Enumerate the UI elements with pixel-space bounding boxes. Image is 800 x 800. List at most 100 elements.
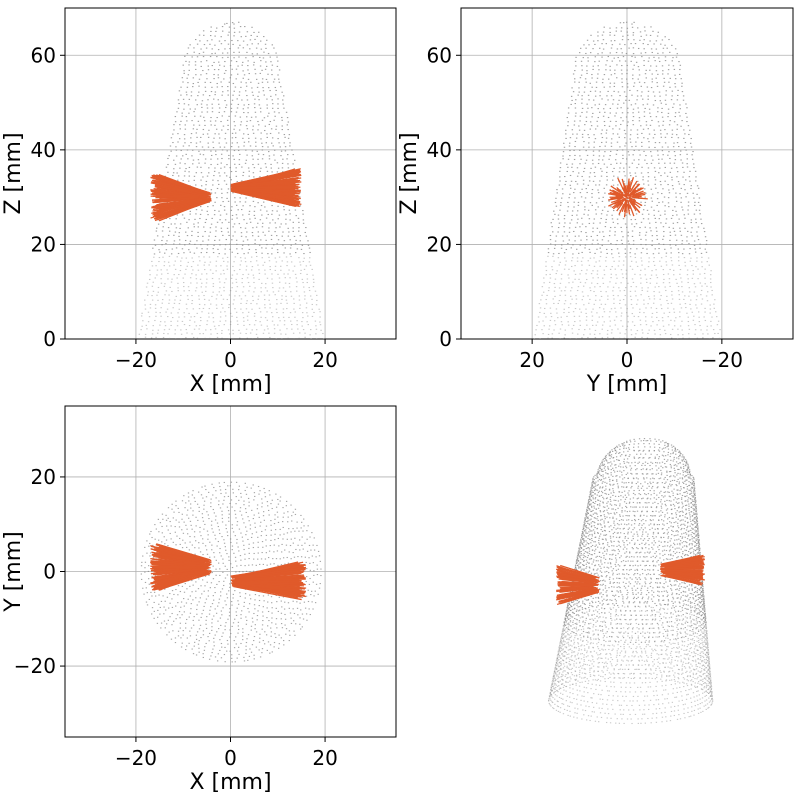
surface-point [218,133,220,135]
surface-point [210,189,213,191]
surface-point [179,223,182,225]
surface-point [689,142,692,144]
surface-point [301,613,304,615]
surface-point [569,193,571,195]
surface-point [215,128,218,130]
surface-point [677,260,680,262]
surface-point [684,295,686,297]
surface-point [637,188,639,190]
surface-point [263,519,265,521]
force-arrow [150,189,200,197]
surface-point [556,312,558,314]
surface-point [265,166,267,168]
surface-point [696,235,699,237]
surface-point [572,244,574,246]
surface-point [236,524,238,526]
surface-point [243,74,246,76]
x-tick-label: −20 [115,746,157,770]
surface-point [661,150,664,152]
surface-point [296,248,299,250]
surface-point [562,155,564,157]
surface-point [208,172,210,174]
surface-point [261,541,264,543]
surface-point [585,226,587,228]
surface-point [274,518,276,520]
surface-point [591,243,593,245]
surface-point [177,312,179,314]
surface-point [652,253,655,255]
surface-point [287,521,289,523]
surface-point [655,70,658,72]
surface-point [568,268,570,270]
surface-point [645,278,648,280]
surface-point [551,333,554,335]
surface-point [259,209,262,211]
surface-point [636,329,639,332]
surface-point [197,643,200,645]
surface-point [673,274,675,276]
surface-point [584,244,587,246]
surface-point [717,320,720,322]
surface-point [185,524,187,526]
surface-point [256,150,258,152]
surface-point [596,227,599,229]
surface-point [306,568,308,570]
surface-point [609,86,611,88]
surface-point [679,273,681,275]
surface-point [157,291,159,293]
surface-point [215,515,217,517]
surface-point [153,253,156,255]
surface-point [682,337,684,339]
surface-point [679,154,682,156]
surface-point [175,605,177,607]
surface-point [168,631,170,633]
surface-point [200,244,202,246]
surface-point [204,162,206,164]
surface-point [255,47,258,49]
surface-point [214,608,216,610]
surface-point [690,221,692,224]
surface-point [581,175,583,178]
surface-point [165,311,167,313]
surface-point [251,509,253,511]
surface-point [588,264,591,266]
surface-point [168,607,170,609]
surface-point [656,282,658,284]
surface-point [187,298,189,300]
surface-point [242,61,244,63]
surface-point [290,244,292,246]
surface-point [206,175,209,177]
surface-point [237,621,240,623]
surface-point [202,609,205,611]
surface-point [234,256,237,258]
surface-point [230,103,233,105]
surface-point [647,90,650,92]
surface-point [618,128,621,130]
surface-point [251,329,253,331]
surface-point [181,77,184,79]
surface-point [264,304,266,306]
surface-point [188,549,191,551]
surface-point [191,591,193,593]
surface-point [629,338,631,339]
y-axis-label: Z [mm] [1,132,26,214]
surface-point [289,213,291,215]
surface-point [190,524,192,526]
surface-point [249,205,251,207]
surface-point [707,257,710,259]
surface-point [614,268,616,270]
surface-point [610,74,613,76]
surface-point [184,170,186,172]
surface-point [694,333,696,335]
x-tick-label: 0 [621,348,634,372]
surface-point [218,562,220,564]
surface-point [267,146,269,148]
surface-point [281,543,283,546]
surface-point [271,320,274,322]
surface-point [642,43,644,45]
surface-point [632,243,635,245]
surface-point [265,65,268,67]
surface-point [265,142,268,144]
surface-point [634,273,636,275]
surface-point [232,593,234,595]
